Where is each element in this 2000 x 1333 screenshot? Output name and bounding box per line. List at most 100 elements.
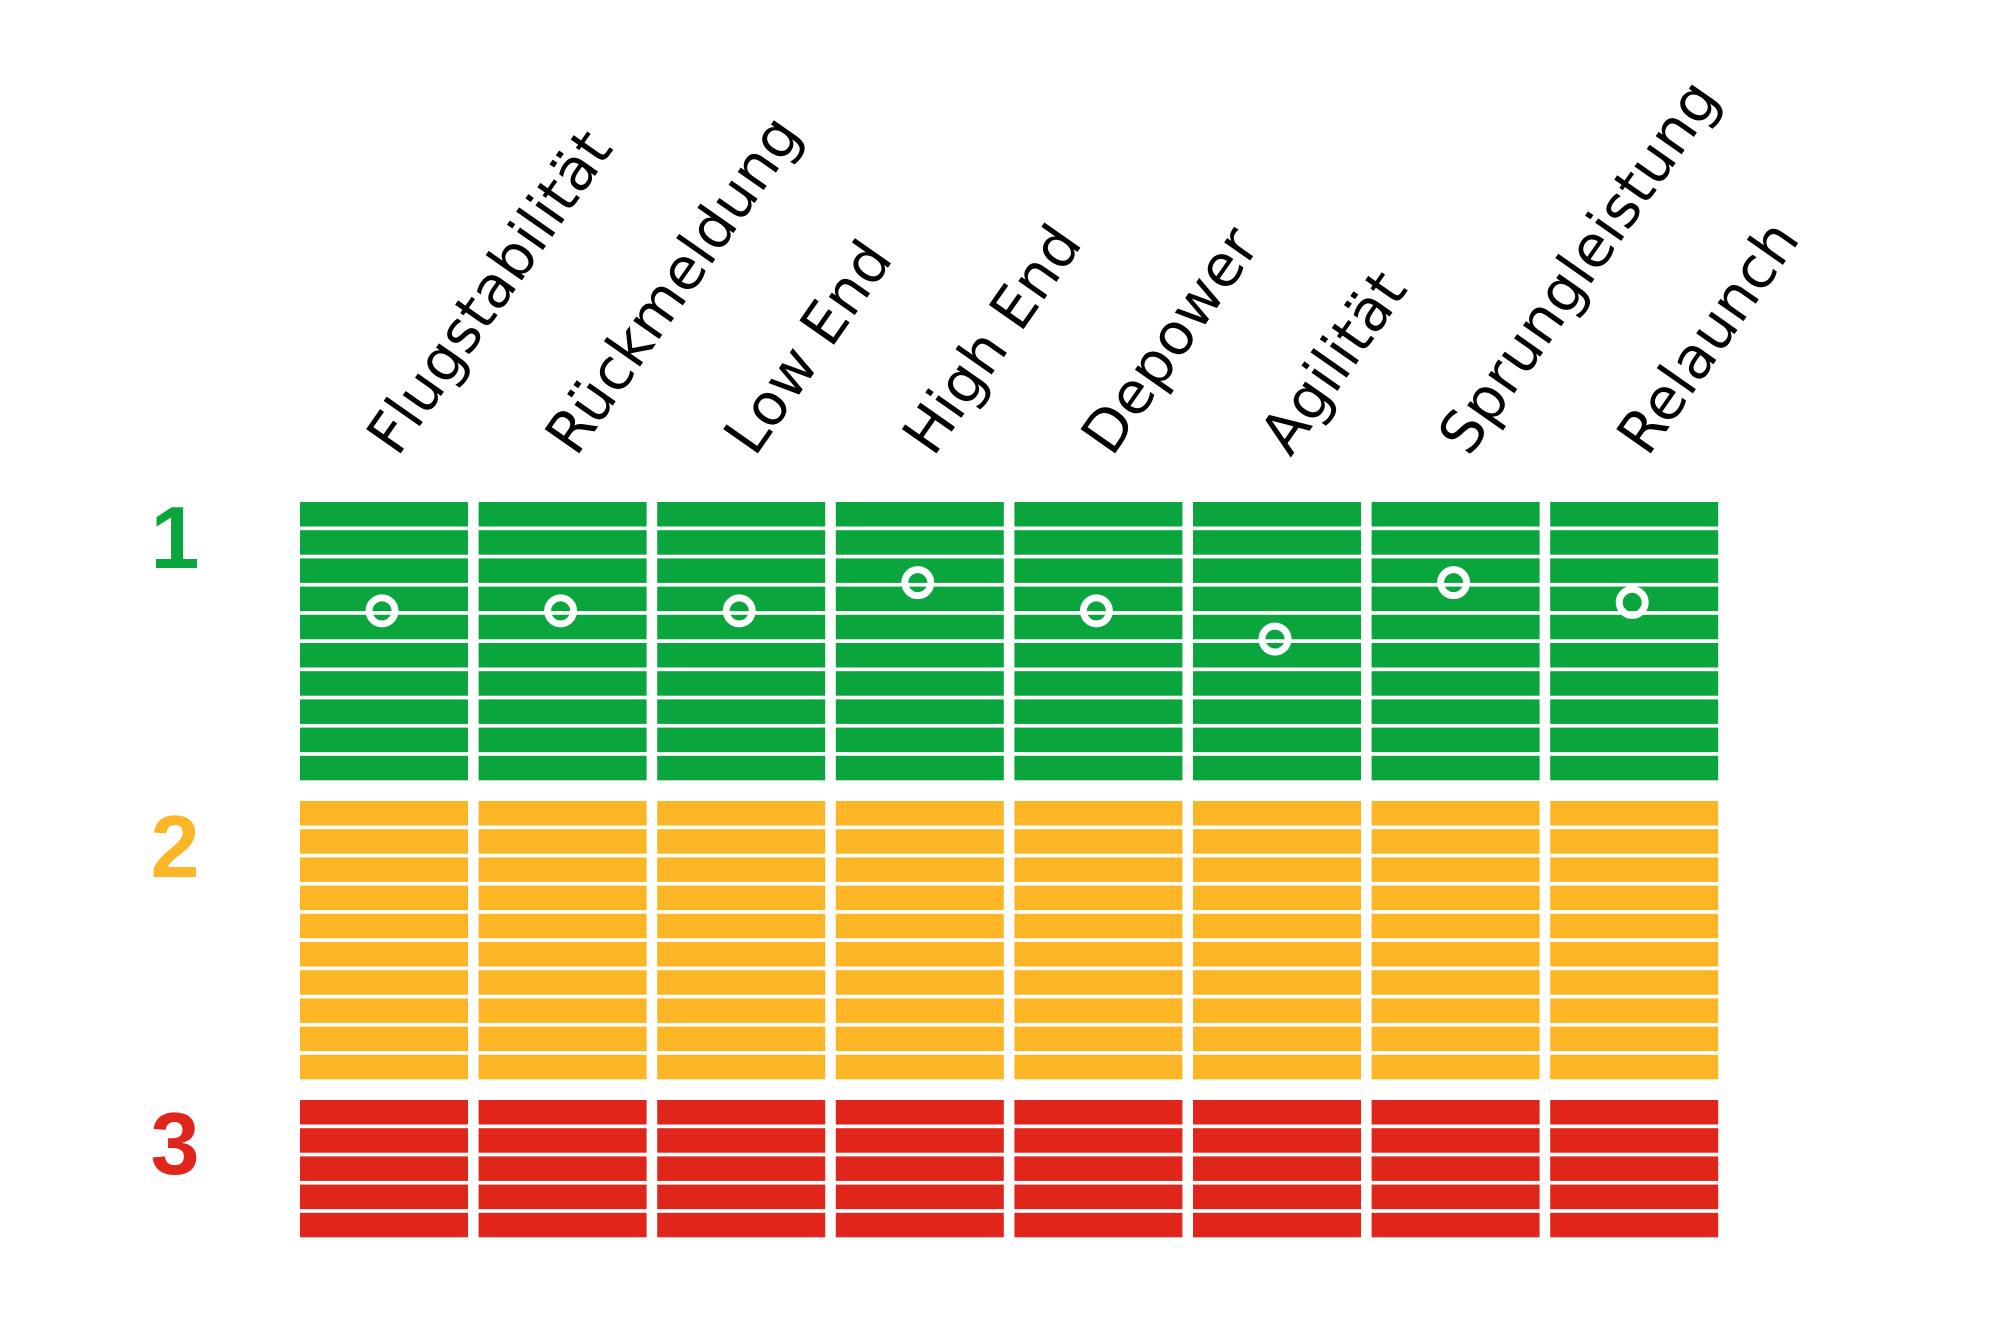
rating-bar <box>1371 727 1540 753</box>
rating-bar <box>478 829 647 854</box>
column-label: Relaunch <box>1603 208 1812 466</box>
rating-marker <box>1615 585 1649 619</box>
rating-bar <box>478 1156 647 1181</box>
rating-bar <box>1014 558 1183 583</box>
rating-bar <box>300 885 468 911</box>
rating-bar <box>835 727 1004 753</box>
rating-bar <box>835 1128 1004 1153</box>
rating-bar <box>1550 1212 1719 1238</box>
rating-bar <box>1193 913 1361 939</box>
rating-bar <box>300 530 468 555</box>
rating-bar <box>1550 614 1719 640</box>
rating-bar <box>1014 1156 1183 1181</box>
rating-bar <box>300 1100 468 1125</box>
rating-bar <box>1550 1100 1719 1125</box>
rating-bar <box>478 1026 647 1052</box>
rating-bar <box>657 1128 826 1153</box>
rating-bar <box>1550 829 1719 854</box>
rating-bar <box>300 1212 468 1238</box>
rating-bar <box>300 727 468 753</box>
rating-bar <box>1193 1100 1361 1125</box>
rating-bar <box>1014 755 1183 781</box>
rating-bar <box>478 558 647 583</box>
rating-marker <box>365 594 399 628</box>
rating-bar <box>657 671 826 696</box>
rating-marker <box>1258 622 1292 656</box>
rating-bar <box>657 885 826 911</box>
rating-bar <box>1371 885 1540 911</box>
rating-bar <box>657 970 826 995</box>
column-label: Low End <box>710 228 905 466</box>
rating-bar <box>300 558 468 583</box>
rating-bar <box>657 998 826 1023</box>
rating-marker <box>901 566 935 600</box>
rating-bar <box>1371 502 1540 527</box>
rating-bar <box>657 1054 826 1080</box>
rating-bar <box>1550 502 1719 527</box>
rating-bar <box>1193 1212 1361 1238</box>
rating-bar <box>478 502 647 527</box>
rating-bar <box>835 913 1004 939</box>
rating-bar <box>1371 913 1540 939</box>
rating-bar <box>835 942 1004 967</box>
rating-bar <box>1550 998 1719 1023</box>
rating-bar <box>835 755 1004 781</box>
rating-bar <box>1193 755 1361 781</box>
rating-marker <box>544 594 578 628</box>
rating-bar <box>1193 530 1361 555</box>
rating-bar <box>835 671 1004 696</box>
rating-bar <box>835 699 1004 724</box>
rating-marker <box>722 594 756 628</box>
rating-bar <box>835 829 1004 854</box>
rating-bar <box>835 801 1004 826</box>
rating-bar <box>1014 1100 1183 1125</box>
rating-bar <box>835 1026 1004 1052</box>
rating-bar <box>1550 1156 1719 1181</box>
rating-bar <box>1193 801 1361 826</box>
rating-bar <box>1014 913 1183 939</box>
rating-bar <box>478 1212 647 1238</box>
rating-bar <box>1014 502 1183 527</box>
rating-bar <box>1014 1128 1183 1153</box>
rating-bar <box>835 614 1004 640</box>
rating-bar <box>1193 1026 1361 1052</box>
rating-bar <box>300 970 468 995</box>
rating-bar <box>1193 857 1361 882</box>
rating-bar <box>1193 1128 1361 1153</box>
rating-bar <box>1371 1184 1540 1210</box>
rating-bar <box>1371 942 1540 967</box>
rating-bar <box>1014 857 1183 882</box>
rating-bar <box>478 998 647 1023</box>
rating-bar <box>657 857 826 882</box>
rating-bar <box>835 970 1004 995</box>
rating-bar <box>835 1156 1004 1181</box>
rating-bar <box>478 857 647 882</box>
rating-bar <box>657 755 826 781</box>
rating-bar <box>1550 857 1719 882</box>
rating-bar <box>1014 699 1183 724</box>
rating-bar <box>478 913 647 939</box>
rating-bar <box>300 502 468 527</box>
zone-label: 2 <box>151 797 200 896</box>
rating-bar <box>835 998 1004 1023</box>
rating-bar <box>478 1100 647 1125</box>
rating-bar <box>657 1212 826 1238</box>
rating-bar <box>300 1184 468 1210</box>
rating-bar <box>835 857 1004 882</box>
rating-bar <box>300 671 468 696</box>
rating-bar <box>1371 1100 1540 1125</box>
zone-label: 3 <box>151 1094 200 1193</box>
rating-bar <box>1014 671 1183 696</box>
rating-bar <box>478 727 647 753</box>
rating-bar <box>1193 885 1361 911</box>
rating-bar <box>478 1054 647 1080</box>
column-label: Agilität <box>1246 258 1420 466</box>
rating-bar <box>1193 558 1361 583</box>
rating-bar <box>1371 614 1540 640</box>
rating-bar <box>835 1212 1004 1238</box>
rating-bar <box>1371 755 1540 781</box>
rating-bar <box>1193 942 1361 967</box>
rating-marker <box>1437 566 1471 600</box>
